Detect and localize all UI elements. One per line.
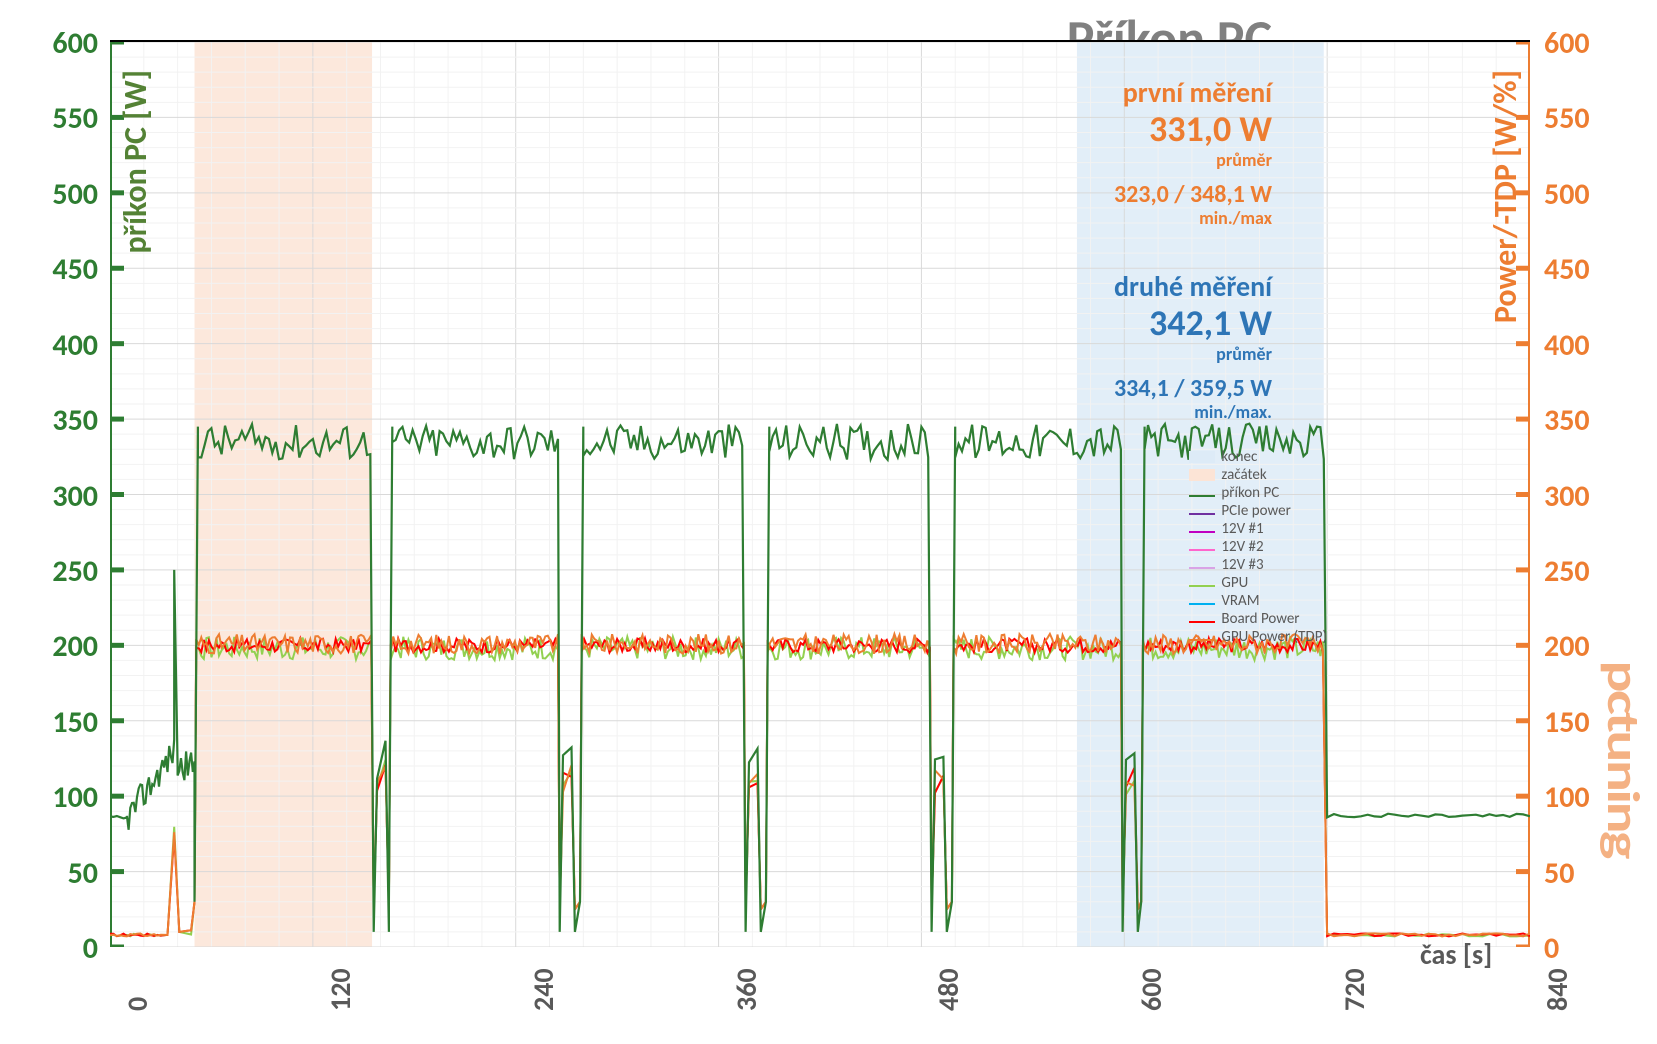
legend-item: GPU	[1189, 574, 1327, 592]
y-left-axis-label: příkon PC [W]	[116, 70, 155, 253]
tick-label: 450	[52, 251, 98, 288]
tick-label: 100	[52, 779, 98, 816]
legend-item: 12V #2	[1189, 538, 1327, 556]
tick-label: 600	[52, 25, 98, 62]
legend-swatch	[1189, 567, 1215, 569]
legend-swatch	[1189, 513, 1215, 515]
annotation-sub2: min./max.	[1114, 403, 1272, 422]
legend-item: konec	[1189, 448, 1327, 466]
tick-label: 450	[1544, 251, 1590, 288]
tick-label: 150	[52, 704, 98, 741]
tick-label: 600	[1544, 25, 1590, 62]
legend-swatch	[1189, 639, 1215, 641]
tick-label: 250	[1544, 553, 1590, 590]
legend-label: GPU Power (TDP)	[1221, 628, 1327, 646]
legend-swatch	[1189, 469, 1215, 481]
legend-swatch	[1189, 603, 1215, 605]
legend-label: Board Power	[1221, 610, 1299, 628]
tick-label: 350	[1544, 402, 1590, 439]
tick-label: 400	[52, 327, 98, 364]
legend-item: GPU Power (TDP)	[1189, 628, 1327, 646]
legend-swatch	[1189, 531, 1215, 533]
tick-label: 150	[1544, 704, 1590, 741]
legend-swatch	[1189, 621, 1215, 623]
legend-swatch	[1189, 451, 1215, 463]
tick-label: 600	[1134, 968, 1169, 1011]
annotation-minmax: 334,1 / 359,5 W	[1114, 376, 1272, 401]
tick-label: 300	[1544, 478, 1590, 515]
tick-label: 0	[120, 997, 155, 1011]
legend-label: příkon PC	[1221, 484, 1279, 502]
legend-label: konec	[1221, 448, 1257, 466]
tick-label: 550	[52, 100, 98, 137]
tick-label: 840	[1540, 968, 1575, 1011]
tick-label: 360	[729, 968, 764, 1011]
annotation-sub: průměr	[1114, 345, 1272, 364]
tick-label: 720	[1337, 968, 1372, 1011]
legend-item: VRAM	[1189, 592, 1327, 610]
tick-label: 350	[52, 402, 98, 439]
legend-swatch	[1189, 549, 1215, 551]
annotation-minmax: 323,0 / 348,1 W	[1114, 182, 1272, 207]
tick-label: 300	[52, 478, 98, 515]
legend-item: 12V #1	[1189, 520, 1327, 538]
watermark-pctuning: pctuning	[1595, 660, 1651, 856]
tick-label: 0	[83, 930, 98, 967]
tick-label: 100	[1544, 779, 1590, 816]
legend-label: VRAM	[1221, 592, 1259, 610]
annotation-heading: první měření	[1114, 78, 1272, 107]
annotation-value: 342,1 W	[1114, 305, 1272, 343]
tick-label: 400	[1544, 327, 1590, 364]
annotation-heading: druhé měření	[1114, 272, 1272, 301]
tick-label: 480	[931, 968, 966, 1011]
legend-label: 12V #2	[1221, 538, 1263, 556]
legend: koneczačátekpříkon PCPCIe power12V #112V…	[1189, 448, 1327, 646]
tick-label: 250	[52, 553, 98, 590]
legend-item: Board Power	[1189, 610, 1327, 628]
legend-label: GPU	[1221, 574, 1248, 592]
annotation-sub2: min./max	[1114, 209, 1272, 228]
annotation-first-measurement: první měření 331,0 W průměr 323,0 / 348,…	[1114, 78, 1272, 228]
tick-label: 50	[68, 855, 98, 892]
tick-label: 120	[323, 968, 358, 1011]
annotation-second-measurement: druhé měření 342,1 W průměr 334,1 / 359,…	[1114, 272, 1272, 422]
legend-swatch	[1189, 585, 1215, 587]
tick-label: 500	[52, 176, 98, 213]
legend-item: 12V #3	[1189, 556, 1327, 574]
x-axis-label: čas [s]	[1420, 937, 1492, 972]
legend-label: 12V #1	[1221, 520, 1263, 538]
tick-label: 550	[1544, 100, 1590, 137]
annotation-value: 331,0 W	[1114, 111, 1272, 149]
tick-label: 0	[1544, 930, 1559, 967]
legend-item: začátek	[1189, 466, 1327, 484]
tick-label: 500	[1544, 176, 1590, 213]
legend-swatch	[1189, 495, 1215, 497]
tick-label: 50	[1544, 855, 1574, 892]
legend-label: začátek	[1221, 466, 1266, 484]
legend-item: PCIe power	[1189, 502, 1327, 520]
y-right-axis-label: Power/-TDP [W/%]	[1486, 70, 1525, 323]
legend-item: příkon PC	[1189, 484, 1327, 502]
tick-label: 240	[526, 968, 561, 1011]
legend-label: PCIe power	[1221, 502, 1290, 520]
legend-label: 12V #3	[1221, 556, 1263, 574]
annotation-sub: průměr	[1114, 151, 1272, 170]
tick-label: 200	[52, 628, 98, 665]
tick-label: 200	[1544, 628, 1590, 665]
